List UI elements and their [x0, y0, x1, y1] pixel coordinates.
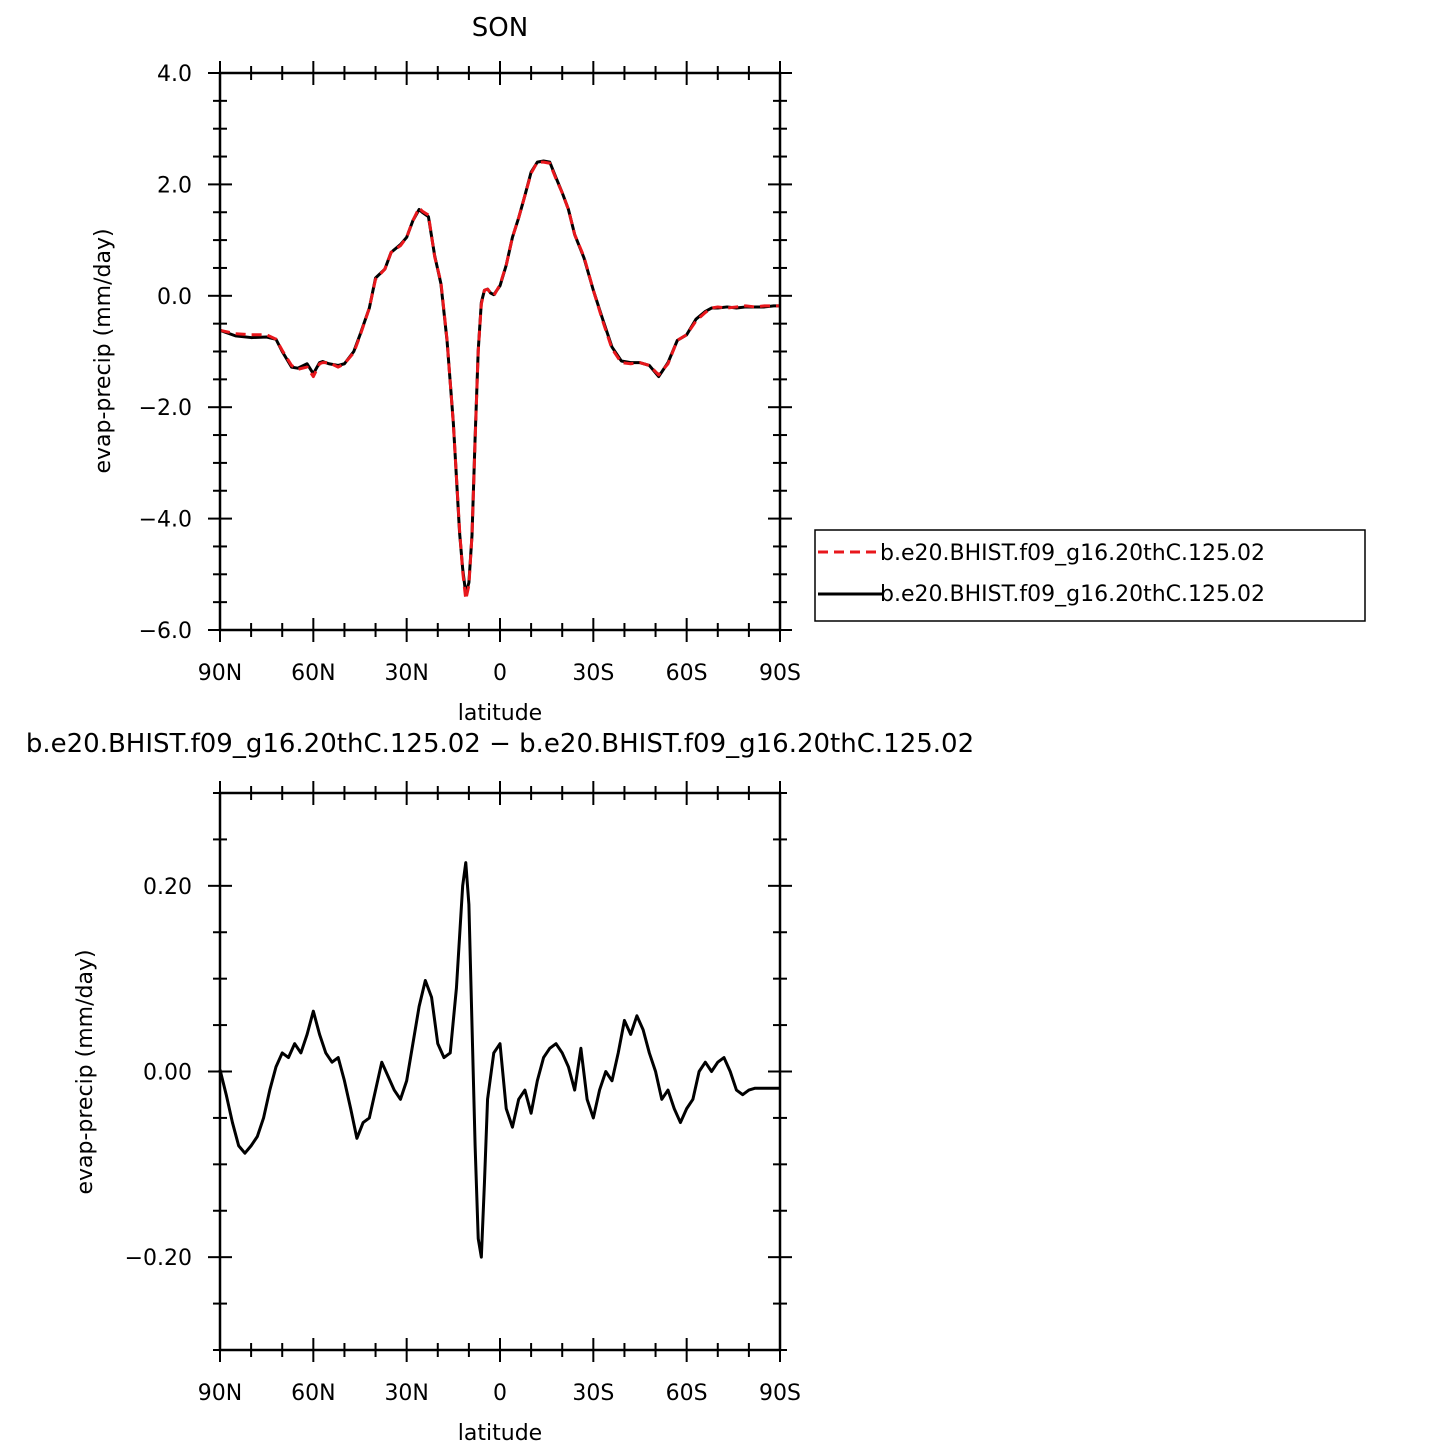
bottom-series-group — [218, 861, 780, 1259]
legend-entry-1: b.e20.BHIST.f09_g16.20thC.125.02 — [880, 541, 1265, 566]
legend: b.e20.BHIST.f09_g16.20thC.125.02 b.e20.B… — [814, 529, 1366, 622]
top-x-tick-label: 60S — [666, 661, 708, 686]
bottom-y-tick-label: 0.20 — [143, 875, 192, 900]
top-y-tick-label: 0.0 — [157, 285, 192, 310]
top-x-tick-label: 90S — [759, 661, 801, 686]
bottom-x-tick-label: 60S — [666, 1381, 708, 1406]
top-y-tick-label: −2.0 — [139, 396, 192, 421]
top-series-line-dashed — [219, 160, 780, 601]
top-y-axis-label: evap-precip (mm/day) — [91, 228, 116, 473]
bottom-x-tick-label: 0 — [493, 1381, 507, 1406]
bottom-x-tick-label: 30N — [384, 1381, 428, 1406]
top-y-tick-label: 4.0 — [157, 62, 192, 87]
top-panel: SON evap-precip (mm/day) latitude 90N 60N… — [91, 13, 801, 726]
top-x-tick-label: 30N — [384, 661, 428, 686]
bottom-x-tick-label: 30S — [572, 1381, 614, 1406]
top-x-tick-label: 90N — [198, 661, 242, 686]
top-y-tick-label: −4.0 — [139, 508, 192, 533]
bottom-x-tick-label: 90S — [759, 1381, 801, 1406]
bottom-x-axis-label: latitude — [458, 1421, 542, 1446]
legend-entry-2: b.e20.BHIST.f09_g16.20thC.125.02 — [880, 582, 1265, 607]
top-x-tick-label: 60N — [291, 661, 335, 686]
bottom-axis-ticks: 90N 60N 30N 0 30S 60S 90S −0.20 0.00 0.20 — [125, 781, 801, 1406]
top-x-tick-label: 30S — [572, 661, 614, 686]
top-x-tick-label: 0 — [493, 661, 507, 686]
top-plot-frame — [218, 71, 782, 632]
bottom-panel: b.e20.BHIST.f09_g16.20thC.125.02 − b.e20… — [26, 729, 974, 1446]
bottom-x-tick-label: 90N — [198, 1381, 242, 1406]
bottom-x-tick-label: 60N — [291, 1381, 335, 1406]
top-series-group — [219, 159, 780, 601]
bottom-plot-frame — [218, 791, 782, 1352]
top-chart-title: SON — [472, 13, 528, 43]
top-series-line-solid — [219, 159, 780, 596]
bottom-y-axis-label: evap-precip (mm/day) — [73, 949, 98, 1194]
top-y-tick-label: −6.0 — [139, 619, 192, 644]
bottom-chart-title: b.e20.BHIST.f09_g16.20thC.125.02 − b.e20… — [26, 729, 974, 759]
legend-box — [814, 529, 1366, 622]
bottom-y-tick-label: 0.00 — [143, 1061, 192, 1086]
top-x-axis-label: latitude — [458, 701, 542, 726]
top-axis-ticks: 90N 60N 30N 0 30S 60S 90S −6.0 −4.0 −2.0 0.0 2.0 4.0 — [139, 61, 801, 686]
bottom-series-line-solid — [218, 861, 780, 1259]
top-y-tick-label: 2.0 — [157, 173, 192, 198]
bottom-y-tick-label: −0.20 — [125, 1246, 192, 1271]
